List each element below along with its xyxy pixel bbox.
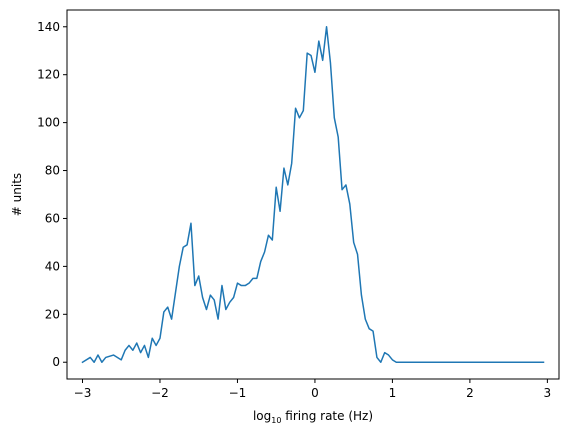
data-series-line [81,26,545,364]
y-axis-label: # units [10,173,24,216]
x-tick-label: −1 [229,386,247,400]
y-tick-label: 0 [52,355,60,369]
x-axis-label-prefix: log [253,409,271,423]
y-tick-label: 60 [45,211,60,225]
x-axis-label-suffix: firing rate (Hz) [281,409,373,423]
x-axis-label: log10 firing rate (Hz) [253,409,373,425]
x-axis-label-subscript: 10 [271,416,281,425]
plot-area [81,26,545,364]
axes-frame [66,9,560,380]
y-tick-label: 80 [45,164,60,178]
y-tick-label: 120 [37,68,60,82]
y-tick-label: 40 [45,259,60,273]
x-tick-label: 0 [311,386,319,400]
x-tick-label: −2 [151,386,169,400]
x-tick-label: 1 [389,386,397,400]
y-tick-label: 100 [37,116,60,130]
y-tick-label: 20 [45,307,60,321]
y-axis: 0 20 40 60 80 100 120 140 [37,20,67,369]
y-tick-label: 140 [37,20,60,34]
x-axis: −3 −2 −1 0 1 2 3 [74,379,552,400]
x-tick-label: 3 [544,386,552,400]
x-tick-label: 2 [466,386,474,400]
x-tick-label: −3 [74,386,92,400]
